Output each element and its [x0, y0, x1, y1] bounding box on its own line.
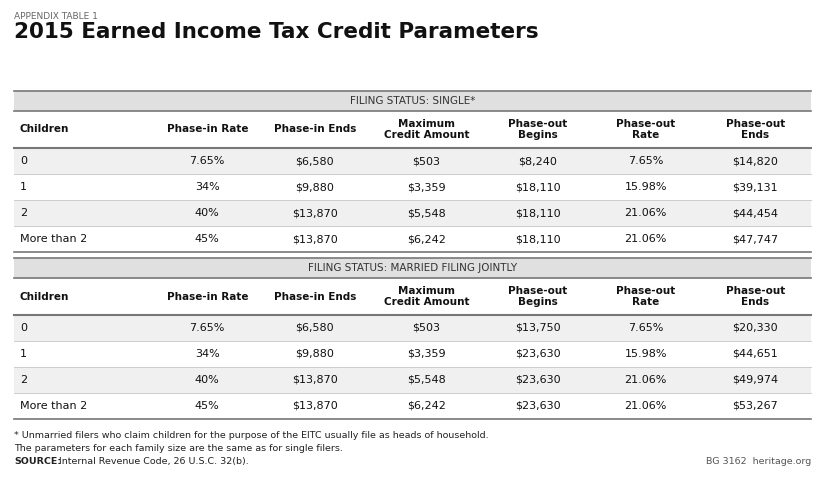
Text: 15.98%: 15.98%: [625, 349, 667, 359]
Text: Maximum
Credit Amount: Maximum Credit Amount: [384, 286, 469, 307]
Text: Phase-out
Ends: Phase-out Ends: [725, 119, 785, 140]
Text: $6,242: $6,242: [407, 401, 446, 411]
Bar: [14, 91, 811, 111]
Text: 7.65%: 7.65%: [628, 156, 663, 166]
Text: 0: 0: [20, 323, 27, 333]
Text: $6,580: $6,580: [295, 156, 334, 166]
Text: $23,630: $23,630: [516, 401, 561, 411]
Text: $18,110: $18,110: [516, 208, 561, 218]
Bar: [14, 258, 811, 278]
Text: $13,750: $13,750: [516, 323, 561, 333]
Text: 45%: 45%: [195, 401, 219, 411]
Text: Phase-out
Ends: Phase-out Ends: [725, 286, 785, 307]
Text: $13,870: $13,870: [292, 208, 337, 218]
Text: FILING STATUS: SINGLE*: FILING STATUS: SINGLE*: [350, 96, 475, 106]
Bar: [14, 226, 811, 252]
Text: $47,747: $47,747: [732, 234, 778, 244]
Text: $9,880: $9,880: [295, 182, 334, 192]
Text: $13,870: $13,870: [292, 375, 337, 385]
Text: Phase-in Rate: Phase-in Rate: [167, 291, 248, 302]
Text: $39,131: $39,131: [733, 182, 778, 192]
Text: Phase-out
Begins: Phase-out Begins: [508, 119, 568, 140]
Text: 7.65%: 7.65%: [190, 156, 225, 166]
Text: 34%: 34%: [195, 349, 219, 359]
Text: $44,651: $44,651: [733, 349, 778, 359]
Text: $9,880: $9,880: [295, 349, 334, 359]
Text: 34%: 34%: [195, 182, 219, 192]
Text: 0: 0: [20, 156, 27, 166]
Text: 2: 2: [20, 375, 27, 385]
Text: Children: Children: [20, 124, 69, 135]
Text: Phase-out
Rate: Phase-out Rate: [616, 286, 675, 307]
Text: $13,870: $13,870: [292, 234, 337, 244]
Text: 21.06%: 21.06%: [625, 375, 667, 385]
Text: More than 2: More than 2: [20, 234, 87, 244]
Text: 40%: 40%: [195, 375, 219, 385]
Text: $6,580: $6,580: [295, 323, 334, 333]
Text: 1: 1: [20, 349, 27, 359]
Text: BG 3162  heritage.org: BG 3162 heritage.org: [705, 457, 811, 466]
Text: 2: 2: [20, 208, 27, 218]
Text: $503: $503: [412, 323, 441, 333]
Text: APPENDIX TABLE 1: APPENDIX TABLE 1: [14, 12, 98, 21]
Text: $18,110: $18,110: [516, 182, 561, 192]
Text: 15.98%: 15.98%: [625, 182, 667, 192]
Bar: [14, 148, 811, 174]
Text: 40%: 40%: [195, 208, 219, 218]
Text: Phase-in Rate: Phase-in Rate: [167, 124, 248, 135]
Bar: [14, 200, 811, 226]
Text: Phase-out
Rate: Phase-out Rate: [616, 119, 675, 140]
Text: More than 2: More than 2: [20, 401, 87, 411]
Text: SOURCE:: SOURCE:: [14, 457, 61, 466]
Bar: [14, 341, 811, 367]
Text: 21.06%: 21.06%: [625, 401, 667, 411]
Text: Phase-in Ends: Phase-in Ends: [274, 291, 356, 302]
Text: $44,454: $44,454: [733, 208, 778, 218]
Text: $23,630: $23,630: [516, 349, 561, 359]
Text: The parameters for each family size are the same as for single filers.: The parameters for each family size are …: [14, 444, 343, 453]
Text: 7.65%: 7.65%: [190, 323, 225, 333]
Text: 2015 Earned Income Tax Credit Parameters: 2015 Earned Income Tax Credit Parameters: [14, 22, 539, 42]
Text: Internal Revenue Code, 26 U.S.C. 32(b).: Internal Revenue Code, 26 U.S.C. 32(b).: [56, 457, 249, 466]
Text: $49,974: $49,974: [732, 375, 778, 385]
Bar: [14, 393, 811, 419]
Text: $53,267: $53,267: [733, 401, 778, 411]
Text: $5,548: $5,548: [407, 375, 446, 385]
Text: $503: $503: [412, 156, 441, 166]
Text: $3,359: $3,359: [407, 182, 446, 192]
Text: 45%: 45%: [195, 234, 219, 244]
Text: Phase-out
Begins: Phase-out Begins: [508, 286, 568, 307]
Text: $20,330: $20,330: [733, 323, 778, 333]
Text: $18,110: $18,110: [516, 234, 561, 244]
Text: $14,820: $14,820: [733, 156, 778, 166]
Text: 7.65%: 7.65%: [628, 323, 663, 333]
Bar: [14, 174, 811, 200]
Bar: [14, 315, 811, 341]
Text: $23,630: $23,630: [516, 375, 561, 385]
Text: FILING STATUS: MARRIED FILING JOINTLY: FILING STATUS: MARRIED FILING JOINTLY: [308, 263, 517, 273]
Text: $6,242: $6,242: [407, 234, 446, 244]
Text: $5,548: $5,548: [407, 208, 446, 218]
Text: * Unmarried filers who claim children for the purpose of the EITC usually file a: * Unmarried filers who claim children fo…: [14, 431, 488, 440]
Text: $8,240: $8,240: [519, 156, 558, 166]
Text: Children: Children: [20, 291, 69, 302]
Text: $3,359: $3,359: [407, 349, 446, 359]
Text: $13,870: $13,870: [292, 401, 337, 411]
Text: 21.06%: 21.06%: [625, 234, 667, 244]
Bar: [14, 367, 811, 393]
Text: Phase-in Ends: Phase-in Ends: [274, 124, 356, 135]
Text: Maximum
Credit Amount: Maximum Credit Amount: [384, 119, 469, 140]
Text: 1: 1: [20, 182, 27, 192]
Text: 21.06%: 21.06%: [625, 208, 667, 218]
